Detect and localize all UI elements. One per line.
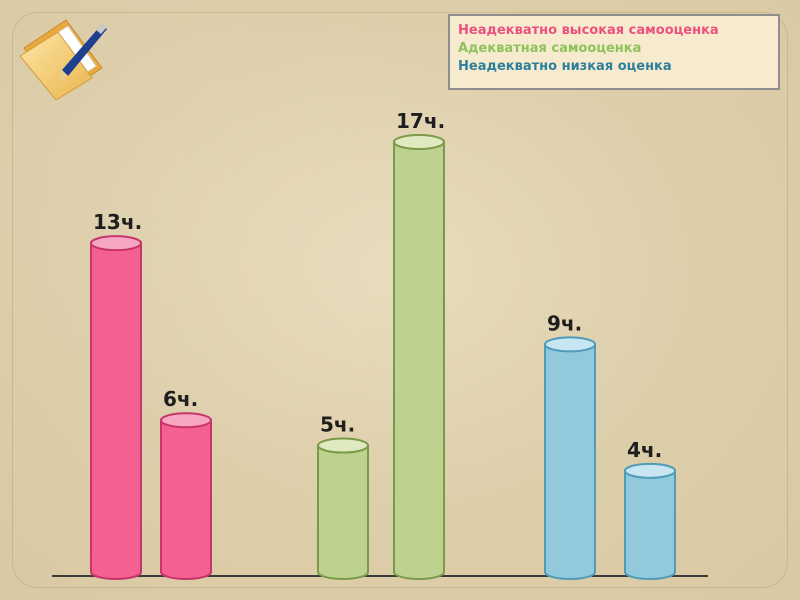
slide-frame bbox=[12, 12, 788, 588]
data-label-low-2: 4ч. bbox=[627, 438, 662, 462]
legend-item-high: Неадекватно высокая самооценка bbox=[458, 23, 719, 38]
legend-item-adequate: Адекватная самооценка bbox=[458, 41, 642, 56]
bar-adequate-1 bbox=[317, 437, 369, 580]
chart-legend: Неадекватно высокая самооценка Адекватна… bbox=[448, 14, 780, 90]
data-label-adequate-1: 5ч. bbox=[320, 413, 355, 437]
bar-low-1 bbox=[544, 336, 596, 580]
legend-item-low: Неадекватно низкая оценка bbox=[458, 59, 672, 74]
bar-high-2 bbox=[160, 412, 212, 580]
data-label-high-1: 13ч. bbox=[93, 210, 142, 234]
data-label-adequate-2: 17ч. bbox=[396, 109, 445, 133]
bar-adequate-2 bbox=[393, 134, 445, 580]
data-label-high-2: 6ч. bbox=[163, 387, 198, 411]
data-label-low-1: 9ч. bbox=[547, 311, 582, 335]
bar-low-2 bbox=[624, 462, 676, 580]
folder-with-pen-icon bbox=[19, 19, 107, 101]
bar-high-1 bbox=[90, 235, 142, 580]
